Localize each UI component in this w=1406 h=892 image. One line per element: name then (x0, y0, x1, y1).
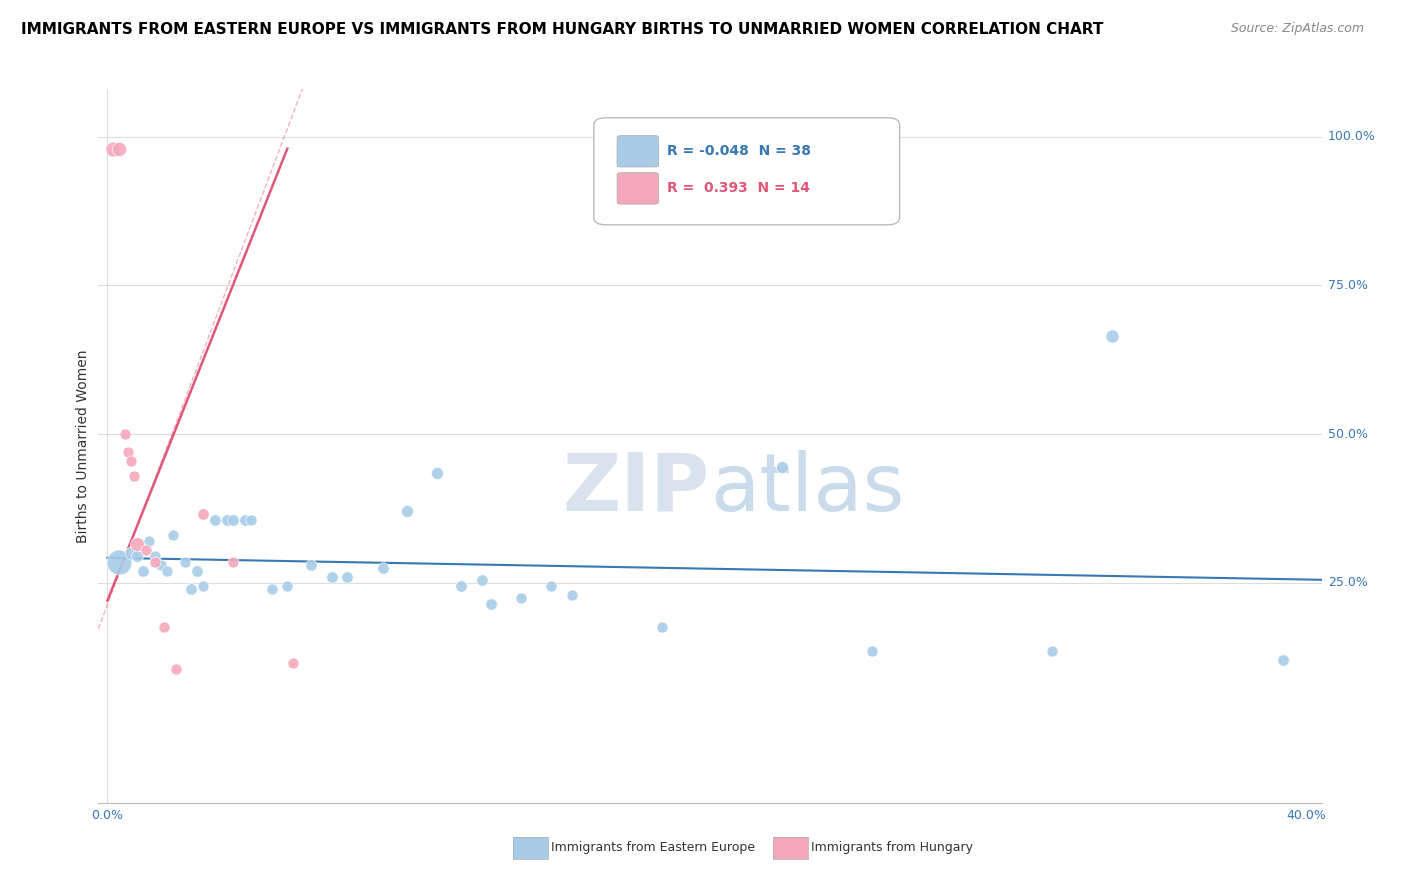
Point (127, 549, 149, 563)
Point (193, 508, 215, 522)
Point (770, 459, 793, 474)
Point (651, 620, 673, 634)
Point (561, 588, 583, 602)
Point (283, 656, 305, 670)
Point (120, 454, 142, 468)
Point (165, 662, 187, 676)
FancyBboxPatch shape (617, 136, 658, 167)
Y-axis label: Births to Unmarried Women: Births to Unmarried Women (76, 350, 90, 542)
Text: IMMIGRANTS FROM EASTERN EUROPE VS IMMIGRANTS FROM HUNGARY BIRTHS TO UNMARRIED WO: IMMIGRANTS FROM EASTERN EUROPE VS IMMIGR… (21, 22, 1104, 37)
Point (336, 570, 359, 584)
Point (276, 579, 298, 593)
Point (471, 573, 494, 587)
Text: 75.0%: 75.0% (1327, 279, 1368, 292)
Text: R = -0.048  N = 38: R = -0.048 N = 38 (668, 145, 811, 158)
Point (396, 504, 419, 518)
Point (299, 558, 322, 572)
Text: 100.0%: 100.0% (1327, 130, 1375, 144)
Point (222, 555, 245, 569)
Point (262, 582, 284, 596)
Text: 40.0%: 40.0% (1286, 809, 1327, 822)
Point (540, 579, 562, 593)
Point (426, 466, 449, 480)
FancyBboxPatch shape (617, 173, 658, 204)
FancyBboxPatch shape (593, 118, 900, 225)
Point (233, 513, 256, 527)
Point (162, 528, 184, 542)
Point (150, 558, 173, 572)
Point (510, 591, 533, 605)
Point (108, 142, 131, 156)
Point (145, 549, 167, 563)
Point (180, 582, 202, 596)
Text: Immigrants from Eastern Europe: Immigrants from Eastern Europe (551, 841, 755, 854)
Point (120, 546, 142, 560)
Point (156, 564, 179, 578)
Text: R =  0.393  N = 14: R = 0.393 N = 14 (668, 181, 810, 195)
Point (135, 543, 157, 558)
Point (132, 564, 155, 578)
Point (217, 513, 239, 527)
Point (127, 537, 149, 551)
Point (450, 579, 472, 593)
Point (186, 564, 208, 578)
Point (145, 555, 167, 569)
Point (373, 561, 395, 575)
Point (479, 597, 502, 611)
Point (193, 579, 215, 593)
Point (108, 555, 131, 569)
Point (240, 513, 263, 527)
Point (174, 555, 197, 569)
Text: 50.0%: 50.0% (1327, 427, 1368, 441)
Point (321, 570, 343, 584)
Text: 25.0%: 25.0% (1327, 576, 1368, 590)
Text: atlas: atlas (710, 450, 904, 528)
Point (138, 534, 160, 549)
Point (204, 513, 226, 527)
Point (222, 513, 245, 527)
Point (103, 142, 125, 156)
Text: Immigrants from Hungary: Immigrants from Hungary (811, 841, 973, 854)
Point (117, 445, 139, 459)
Point (124, 468, 146, 483)
Text: Source: ZipAtlas.com: Source: ZipAtlas.com (1230, 22, 1364, 36)
Point (153, 620, 176, 634)
Text: 0.0%: 0.0% (91, 809, 124, 822)
Text: ZIP: ZIP (562, 450, 710, 528)
Point (860, 644, 883, 658)
Point (114, 427, 136, 442)
Point (1101, 329, 1123, 343)
Point (1271, 653, 1294, 667)
Point (1040, 644, 1063, 658)
